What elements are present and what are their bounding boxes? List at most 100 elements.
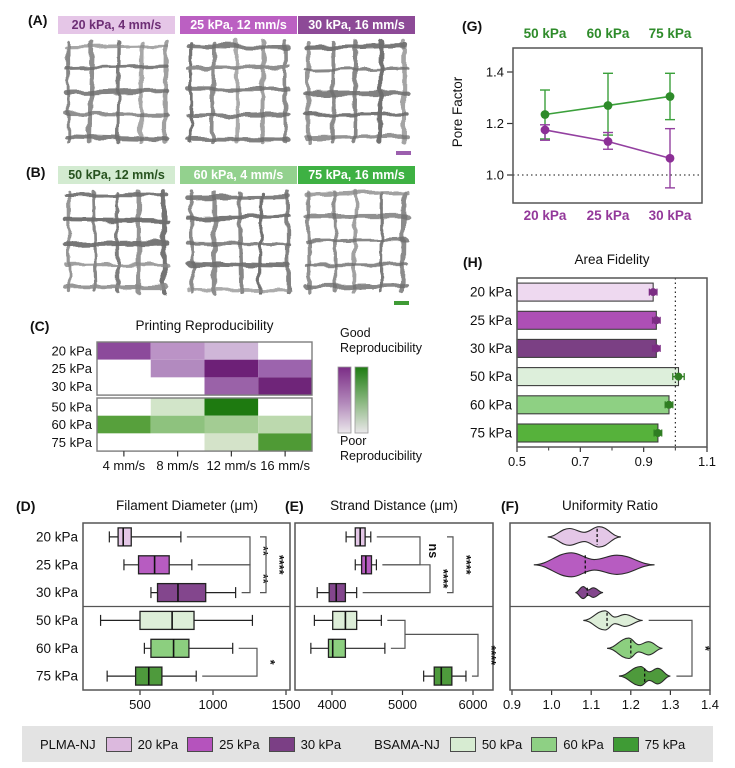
printed-grid-micrograph (303, 189, 410, 295)
box-row-label: 20 kPa (36, 529, 79, 544)
legend-label: 20 kPa (137, 736, 179, 752)
legend-label: 25 kPa (219, 736, 260, 752)
legend-item: 25 kPa (187, 736, 260, 752)
filament-diameter-title: Filament Diameter (μm) (115, 498, 259, 513)
legend-label: 30 kPa (300, 736, 342, 752)
panel-label-d: (D) (16, 498, 36, 514)
colorbar-poor-label: Poor Reproducibility (340, 434, 422, 463)
x-axis-label-plma: 20 kPa (524, 208, 567, 223)
pore-factor-ylabel: Pore Factor (450, 76, 465, 148)
heatmap-cell (258, 359, 312, 378)
legend-swatch (449, 736, 476, 752)
tick-label: 6000 (459, 697, 488, 712)
tick-label: 5000 (388, 697, 417, 712)
heatmap-cell (150, 415, 205, 434)
bar (516, 282, 654, 302)
heatmap-cell (97, 398, 151, 416)
tick-label: 1.2 (486, 116, 504, 131)
scale-bar (394, 301, 409, 305)
legend-item: 60 kPa (531, 736, 604, 752)
box (117, 527, 132, 547)
tick-label: 0.7 (571, 454, 589, 469)
legend-swatch (187, 736, 214, 752)
significance-label: ** (256, 546, 270, 556)
heatmap-row-label: 50 kPa (52, 399, 93, 414)
violin (606, 637, 663, 660)
tick-label: 1.4 (701, 697, 719, 712)
tick-label: 1.4 (486, 65, 504, 80)
series-plma-nj (540, 124, 675, 189)
significance-bracket (648, 619, 693, 677)
box (327, 638, 347, 658)
bar (516, 310, 657, 330)
series-bsama-nj (540, 72, 675, 140)
panel-label-a: (A) (28, 12, 48, 28)
heatmap-cell (150, 359, 205, 378)
printed-grid-micrograph (63, 189, 170, 295)
box (433, 666, 453, 686)
printed-grid-micrograph (63, 38, 170, 145)
mean-dot (652, 344, 661, 353)
panel-label-f: (F) (501, 498, 519, 514)
significance-bracket (376, 536, 421, 566)
filament-diameter-chart: 20 kPa 25 kPa 30 kPa 50 kPa 60 kPa 75 kPa 500 1… (36, 522, 301, 712)
tick-label: 0.9 (635, 454, 653, 469)
legend-label: 60 kPa (563, 736, 604, 752)
significance-bracket (405, 633, 479, 677)
heatmap-cell (97, 433, 151, 452)
legend-item: 30 kPa (268, 736, 342, 752)
data-point (540, 125, 550, 135)
scale-bar (396, 151, 411, 155)
heatmap-cell (97, 377, 151, 396)
uniformity-ratio-title: Uniformity Ratio (561, 498, 659, 513)
tick-label: 500 (129, 697, 151, 712)
printed-grid-micrograph (185, 38, 292, 145)
significance-label: ns (426, 544, 440, 559)
tick-label: 1500 (272, 697, 301, 712)
bar-row-label: 75 kPa (470, 426, 513, 441)
bar-row-label: 60 kPa (470, 397, 513, 412)
printed-lattice (63, 38, 170, 145)
significance-bracket (202, 647, 258, 677)
legend-group-name: PLMA-NJ (40, 736, 96, 752)
data-point (665, 92, 675, 101)
significance-label: **** (272, 555, 286, 575)
heatmap-cell (204, 342, 259, 360)
uniformity-ratio-chart: 0.9 1.0 1.1 1.2 1.3 1.4 * (503, 522, 719, 712)
condition-header: 25 kPa, 12 mm/s (180, 16, 297, 34)
bar (516, 367, 680, 387)
violin (533, 552, 655, 578)
heatmap-row-label: 25 kPa (52, 361, 93, 376)
x-axis-label-bsama: 75 kPa (649, 26, 692, 41)
tick-label: 0.5 (508, 454, 526, 469)
box (328, 582, 347, 603)
bar-row-label: 20 kPa (470, 285, 513, 300)
significance-label: **** (484, 645, 498, 665)
tick-label: 1.0 (486, 168, 504, 183)
condition-header: 75 kPa, 16 mm/s (298, 166, 415, 184)
significance-label: **** (459, 555, 473, 575)
mean-dot (653, 429, 662, 437)
tick-label: 0.9 (503, 697, 521, 712)
significance-bracket (362, 564, 431, 594)
heatmap-cell (258, 342, 312, 360)
significance-bracket (387, 619, 406, 649)
legend-group-name: BSAMA-NJ (374, 736, 440, 752)
box-row-label: 50 kPa (36, 613, 79, 628)
violin (583, 610, 643, 631)
x-axis-label-plma: 25 kPa (587, 208, 630, 223)
colorbar-purple (337, 366, 352, 434)
x-axis-label-bsama: 60 kPa (587, 26, 630, 41)
significance-label: ** (256, 574, 270, 584)
printed-lattice (303, 189, 410, 295)
bar (516, 338, 657, 358)
printed-lattice (63, 189, 170, 295)
printed-lattice (185, 38, 292, 145)
tick-label: 1.0 (543, 697, 561, 712)
strand-distance-title: Strand Distance (μm) (330, 498, 458, 513)
panel-label-c: (C) (30, 318, 50, 334)
tick-label: 1000 (199, 697, 228, 712)
box-row-label: 25 kPa (36, 557, 79, 572)
legend-label: 75 kPa (644, 736, 686, 752)
